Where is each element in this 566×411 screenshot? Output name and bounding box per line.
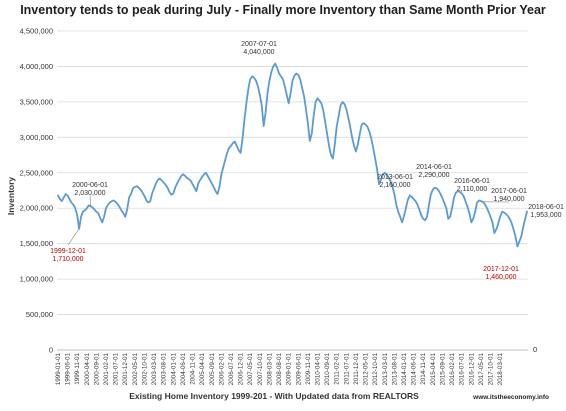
annotation-value: 2,030,000: [74, 190, 105, 197]
x-tick-label: 2002-10-01: [141, 353, 148, 386]
x-tick-label: 2017-10-01: [488, 353, 495, 386]
x-tick-label: 2014-06-01: [411, 353, 418, 386]
x-tick-label: 2005-04-01: [199, 353, 206, 386]
series-layer: [57, 62, 528, 248]
annotation-value: 2,290,000: [418, 172, 449, 179]
annotation-value: 1,953,000: [530, 212, 561, 219]
x-tick-label: 2016-07-01: [459, 353, 466, 386]
annotation-date: 2017-06-01: [491, 188, 527, 195]
annotation-2014-06-01: 2014-06-012,290,000: [416, 164, 452, 179]
x-tick-label: 2002-05-01: [132, 353, 139, 386]
gridlines: [57, 30, 528, 351]
annotation-date: 2013-06-01: [377, 174, 413, 181]
x-tick-label: 2014-11-01: [420, 353, 427, 385]
x-tick-label: 2011-12-01: [353, 353, 360, 385]
x-tick-label: 2011-07-01: [343, 353, 350, 385]
x-axis-ticks: 1999-01-01 1999-06-01 1999-11-01 2000-04-01…: [55, 353, 504, 386]
x-tick-label: 2004-01-01: [170, 353, 177, 386]
x-tick-label: 1999-11-01: [74, 353, 81, 385]
x-tick-label: 2016-02-01: [449, 353, 456, 386]
x-tick-label: 2012-10-01: [372, 353, 379, 386]
annotation-value: 1,940,000: [493, 196, 524, 203]
annotation-date: 2007-07-01: [241, 41, 277, 48]
annotation-leader: [89, 195, 91, 207]
x-tick-label: 2004-06-01: [180, 353, 187, 386]
x-tick-label: 2006-07-01: [228, 353, 235, 386]
y-axis-ticks: 0 500,000 1,000,000 1,500,000 2,000,000 2,500…: [20, 27, 53, 355]
right-axis-tick: 0: [533, 345, 537, 354]
x-tick-label: 2009-01-01: [286, 353, 293, 386]
annotation-value: 1,710,000: [52, 256, 83, 263]
x-tick-label: 2013-08-01: [391, 353, 398, 386]
y-tick-label: 0: [49, 346, 53, 355]
annotation-date: 1999-12-01: [50, 248, 86, 255]
x-tick-label: 2001-07-01: [113, 353, 120, 386]
x-axis-label: Existing Home Inventory 1999-201 - With …: [129, 391, 419, 401]
annotation-date: 2018-06-01: [528, 204, 564, 211]
y-tick-label: 2,000,000: [20, 204, 53, 213]
x-tick-label: 2003-03-01: [151, 353, 158, 386]
x-tick-label: 2007-05-01: [247, 353, 254, 386]
x-tick-label: 2001-02-01: [103, 353, 110, 386]
annotation-date: 2016-06-01: [454, 178, 490, 185]
annotation-2017-06-01: 2017-06-011,940,000: [482, 188, 527, 203]
annotation-value: 2,160,000: [379, 182, 410, 189]
x-tick-label: 2008-03-01: [266, 353, 273, 386]
x-tick-label: 2010-04-01: [314, 353, 321, 386]
annotation-value: 4,040,000: [243, 49, 274, 56]
annotation-2017-12-01: 2017-12-011,460,000: [483, 266, 519, 281]
annotation-2007-07-01: 2007-07-014,040,000: [241, 41, 277, 56]
y-tick-label: 1,000,000: [20, 275, 53, 284]
series-line-inventory: [57, 62, 528, 248]
annotation-2000-06-01: 2000-06-012,030,000: [72, 182, 108, 207]
x-tick-label: 2007-10-01: [257, 353, 264, 386]
annotation-1999-12-01: 1999-12-011,710,000: [50, 228, 86, 263]
annotation-date: 2017-12-01: [483, 266, 519, 273]
x-tick-label: 2005-09-01: [209, 353, 216, 386]
x-tick-label: 2003-08-01: [161, 353, 168, 386]
y-tick-label: 1,500,000: [20, 239, 53, 248]
y-tick-label: 500,000: [26, 310, 53, 319]
annotation-value: 1,460,000: [485, 274, 516, 281]
x-tick-label: 2006-02-01: [218, 353, 225, 386]
annotation-date: 2000-06-01: [72, 182, 108, 189]
x-tick-label: 2006-12-01: [238, 353, 245, 386]
x-tick-label: 1999-01-01: [55, 353, 62, 386]
annotation-2018-06-01: 2018-06-011,953,000: [528, 204, 564, 219]
annotations: 1999-12-011,710,0002000-06-012,030,00020…: [50, 41, 564, 281]
x-tick-label: 2009-11-01: [305, 353, 312, 385]
x-tick-label: 2016-12-01: [468, 353, 475, 386]
x-tick-label: 2012-05-01: [363, 353, 370, 386]
y-tick-label: 3,500,000: [20, 97, 53, 106]
x-tick-label: 2017-05-01: [478, 353, 485, 386]
x-tick-label: 1999-06-01: [65, 353, 72, 386]
x-tick-label: 2015-09-01: [439, 353, 446, 386]
annotation-date: 2014-06-01: [416, 164, 452, 171]
x-tick-label: 2009-06-01: [295, 353, 302, 386]
x-tick-label: 2014-01-01: [401, 353, 408, 386]
x-tick-label: 2008-08-01: [276, 353, 283, 386]
x-tick-label: 2015-04-01: [430, 353, 437, 386]
x-tick-label: 2001-12-01: [122, 353, 129, 386]
annotation-value: 2,110,000: [457, 186, 488, 193]
x-tick-label: 2018-03-01: [497, 353, 504, 386]
y-tick-label: 4,000,000: [20, 62, 53, 71]
x-tick-label: 2000-04-01: [84, 353, 91, 386]
y-tick-label: 3,000,000: [20, 133, 53, 142]
x-tick-label: 2010-09-01: [324, 353, 331, 386]
x-tick-label: 2000-09-01: [93, 353, 100, 386]
x-tick-label: 2013-03-01: [382, 353, 389, 386]
y-tick-label: 4,500,000: [20, 27, 53, 36]
annotation-leader: [67, 228, 80, 246]
y-axis-label: Inventory: [6, 177, 16, 216]
x-tick-label: 2011-02-01: [334, 353, 341, 385]
source-credit: www.itstheeconomy.info: [472, 394, 549, 401]
chart-title: Inventory tends to peak during July - Fi…: [20, 3, 546, 17]
annotation-2013-06-01: 2013-06-012,160,000: [377, 174, 413, 189]
annotation-2016-06-01: 2016-06-012,110,000: [454, 178, 490, 193]
x-tick-label: 2004-11-01: [190, 353, 197, 385]
y-tick-label: 2,500,000: [20, 168, 53, 177]
